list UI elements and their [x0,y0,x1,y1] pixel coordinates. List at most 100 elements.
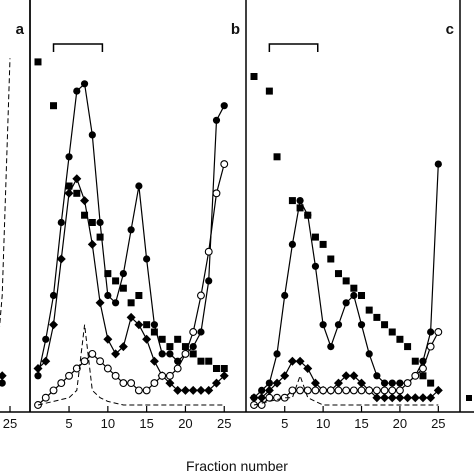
panel-letter-c: c [446,21,454,38]
data-point-open-circle [426,342,435,351]
data-point-open-circle [311,386,320,395]
data-point-filled-circle [197,328,205,336]
data-point-square [166,343,174,351]
data-point-open-circle [158,371,167,380]
data-point-square [189,350,197,358]
data-point-diamond [219,371,229,381]
data-point-filled-circle [34,372,42,380]
data-point-open-circle [296,386,305,395]
data-point-square [296,204,304,212]
data-point-filled-circle [327,343,335,351]
data-point-open-circle [204,247,213,256]
data-point-square [250,73,258,80]
data-point-filled-circle [258,386,266,394]
data-point-square [327,255,335,263]
data-point-square [350,284,358,292]
data-point-square [119,284,127,292]
data-point-open-circle [57,379,66,388]
data-point-square [427,379,435,387]
data-point-square [381,321,389,329]
data-point-square [220,365,228,372]
data-point-open-circle [319,386,328,395]
data-point-open-circle [220,160,229,169]
data-point-open-circle [41,393,50,402]
data-point-filled-circle [288,240,296,248]
data-point-filled-circle [104,291,112,300]
data-point-diamond [196,385,206,395]
x-tick-label: 10 [316,416,330,431]
data-point-square [174,335,182,343]
data-point-filled-circle [80,80,89,88]
data-point-open-circle [80,357,89,366]
data-point-diamond [103,334,113,344]
data-point-diamond [72,174,82,184]
data-point-filled-circle [65,153,73,161]
data-point-open-circle [265,393,274,402]
data-point-square [143,321,151,329]
data-point-square [419,372,427,380]
data-point-filled-circle [158,350,166,358]
data-point-filled-circle [112,299,120,307]
data-point-diamond [80,196,90,206]
fraction-bracket [268,43,319,52]
data-point-square [404,343,412,351]
data-point-open-circle [288,386,297,395]
data-point-square [73,189,81,197]
data-point-open-circle [150,379,159,388]
data-point-filled-circle [220,102,228,110]
data-point-filled-circle [212,116,221,124]
x-tick-label: 10 [101,416,115,431]
x-tick-label: 25 [217,416,231,431]
data-point-open-circle [434,328,443,336]
data-point-square [88,219,96,226]
data-point-diamond [33,364,43,373]
x-tick-label: 5 [281,416,288,431]
data-point-open-circle [326,386,335,395]
panel-letter-b: b [231,21,240,38]
series-open-circle-line [37,163,225,406]
data-point-diamond [387,393,397,403]
data-point-filled-circle [143,255,151,263]
data-point-diamond [41,356,51,366]
data-point-square [265,87,273,95]
data-point-open-circle [189,328,198,336]
data-point-open-circle [372,386,381,395]
data-point-open-circle [88,349,97,358]
data-point-diamond [180,385,190,395]
data-point-open-circle [142,386,151,395]
data-point-filled-circle [342,299,350,307]
data-point-open-circle [395,386,404,395]
data-point-filled-circle [357,321,366,329]
data-point-diamond [64,188,74,198]
data-point-open-circle [111,371,120,380]
data-point-diamond [295,356,305,366]
x-tick-label: 25 [431,416,445,431]
data-point-filled-circle [189,343,197,351]
data-point-open-circle [303,386,312,395]
data-point-diamond [188,385,198,395]
data-point-square [34,58,42,66]
data-point-filled-circle [296,197,304,205]
data-point-filled-circle [150,321,158,329]
data-point-filled-circle [365,350,373,358]
data-point-diamond [341,371,351,381]
data-point-square [358,292,366,299]
data-point-square [127,299,135,307]
data-point-square [212,365,220,372]
data-point-square [150,328,158,336]
data-point-square [96,233,104,241]
data-point-square [311,233,319,241]
data-point-filled-circle [166,350,174,358]
x-tick-label: 15 [139,416,153,431]
data-point-square [388,328,396,336]
data-point-diamond [272,378,282,388]
data-point-diamond [204,385,214,395]
data-point-diamond [403,393,413,403]
data-point-open-circle [127,379,136,388]
data-point-diamond [211,378,221,388]
panel-c: c 5 10 15 20 25 [245,0,454,431]
data-point-square [197,357,205,365]
right-strip-square-point [466,395,472,401]
data-point-open-circle [181,349,190,358]
data-point-diamond [249,393,259,403]
